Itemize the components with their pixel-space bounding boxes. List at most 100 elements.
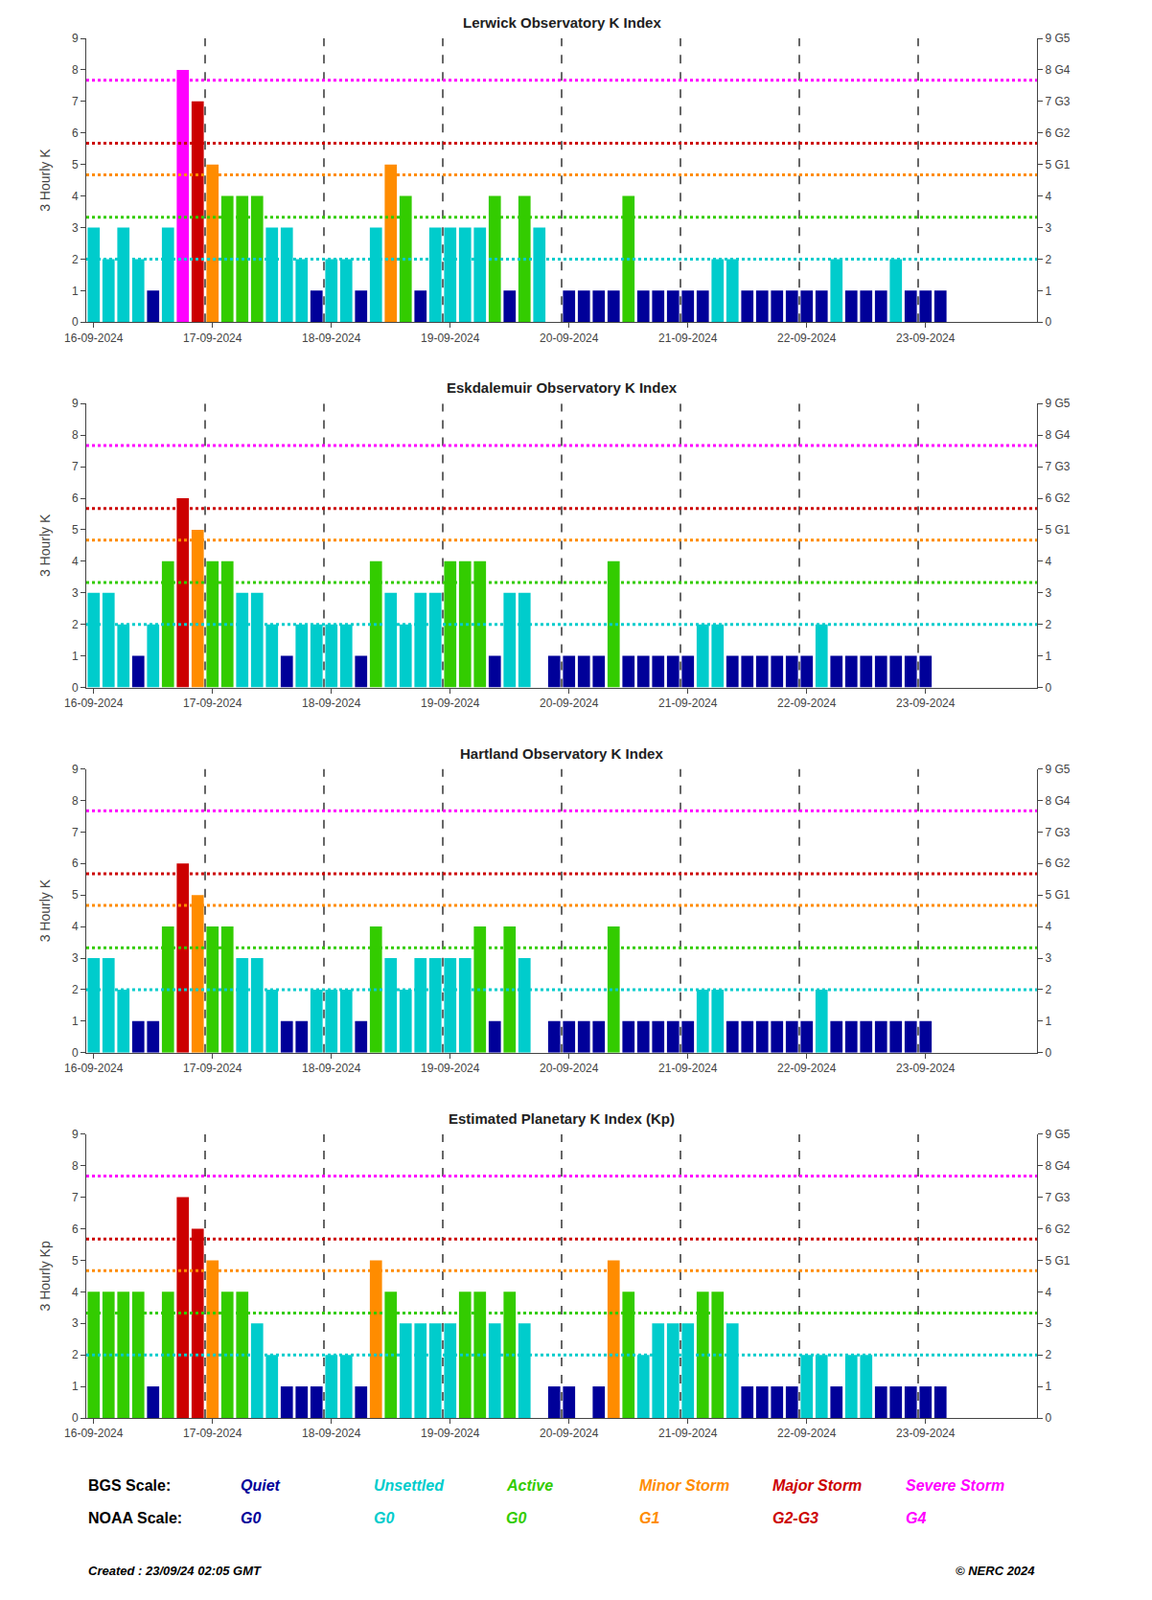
svg-text:18-09-2024: 18-09-2024 [301, 331, 362, 346]
svg-text:Unsettled: Unsettled [373, 1477, 445, 1495]
svg-text:9: 9 [71, 1128, 79, 1142]
svg-text:21-09-2024: 21-09-2024 [658, 696, 718, 711]
svg-text:3: 3 [1044, 1316, 1052, 1331]
svg-text:4: 4 [1044, 920, 1052, 934]
svg-text:1: 1 [1044, 1014, 1052, 1029]
svg-text:6 G2: 6 G2 [1044, 491, 1070, 506]
svg-text:Created : 23/09/24 02:05 GMT: Created : 23/09/24 02:05 GMT [88, 1564, 262, 1579]
svg-text:G1: G1 [639, 1510, 660, 1527]
svg-text:23-09-2024: 23-09-2024 [896, 1427, 956, 1441]
svg-text:7: 7 [71, 460, 79, 474]
svg-text:7: 7 [71, 94, 79, 109]
svg-text:2: 2 [71, 253, 79, 267]
svg-text:6: 6 [71, 491, 79, 506]
svg-text:9 G5: 9 G5 [1044, 1128, 1070, 1142]
svg-text:2: 2 [1044, 983, 1052, 997]
svg-text:1: 1 [71, 1014, 79, 1029]
svg-text:22-09-2024: 22-09-2024 [777, 1061, 837, 1076]
svg-text:7 G3: 7 G3 [1044, 94, 1070, 109]
svg-text:BGS Scale:: BGS Scale: [88, 1477, 171, 1495]
svg-text:8 G4: 8 G4 [1044, 1159, 1070, 1174]
svg-text:3 Hourly K: 3 Hourly K [37, 148, 53, 212]
svg-text:Hartland Observatory K Index: Hartland Observatory K Index [460, 745, 664, 762]
svg-text:G0: G0 [373, 1510, 394, 1527]
svg-text:1: 1 [1044, 649, 1052, 664]
svg-text:4: 4 [71, 1286, 79, 1300]
svg-text:6 G2: 6 G2 [1044, 856, 1070, 871]
svg-text:22-09-2024: 22-09-2024 [777, 331, 837, 346]
svg-text:6: 6 [71, 1222, 79, 1237]
svg-text:2: 2 [71, 618, 79, 632]
svg-text:3 Hourly K: 3 Hourly K [37, 878, 53, 943]
svg-text:20-09-2024: 20-09-2024 [539, 1061, 600, 1076]
svg-text:Quiet: Quiet [240, 1477, 281, 1495]
svg-text:5: 5 [71, 1254, 79, 1268]
svg-text:16-09-2024: 16-09-2024 [64, 331, 124, 346]
svg-text:17-09-2024: 17-09-2024 [183, 331, 243, 346]
svg-text:6: 6 [71, 856, 79, 871]
svg-text:1: 1 [1044, 1380, 1052, 1394]
svg-text:1: 1 [71, 649, 79, 664]
svg-text:Lerwick Observatory K Index: Lerwick Observatory K Index [462, 14, 662, 31]
svg-text:18-09-2024: 18-09-2024 [301, 1061, 362, 1076]
svg-text:4: 4 [1044, 554, 1052, 569]
svg-text:19-09-2024: 19-09-2024 [420, 331, 481, 346]
svg-text:22-09-2024: 22-09-2024 [777, 696, 837, 711]
svg-text:23-09-2024: 23-09-2024 [896, 696, 956, 711]
svg-text:9 G5: 9 G5 [1044, 396, 1070, 411]
svg-text:4: 4 [71, 189, 79, 204]
svg-text:5: 5 [71, 888, 79, 902]
svg-text:Active: Active [506, 1477, 553, 1495]
svg-text:6 G2: 6 G2 [1044, 1222, 1070, 1237]
svg-text:9 G5: 9 G5 [1044, 762, 1070, 777]
svg-text:16-09-2024: 16-09-2024 [64, 1061, 124, 1076]
svg-text:© NERC 2024: © NERC 2024 [955, 1564, 1036, 1579]
svg-text:18-09-2024: 18-09-2024 [301, 1427, 362, 1441]
svg-text:0: 0 [71, 681, 79, 695]
svg-text:3 Hourly K: 3 Hourly K [37, 513, 53, 577]
svg-text:3: 3 [71, 1316, 79, 1331]
svg-text:3: 3 [71, 221, 79, 235]
svg-text:1: 1 [71, 1380, 79, 1394]
svg-text:20-09-2024: 20-09-2024 [539, 1427, 600, 1441]
svg-text:7: 7 [71, 1191, 79, 1205]
svg-text:3: 3 [71, 586, 79, 600]
svg-text:1: 1 [71, 284, 79, 299]
svg-text:9: 9 [71, 762, 79, 777]
svg-text:8: 8 [71, 63, 79, 77]
svg-text:1: 1 [1044, 284, 1052, 299]
svg-text:8 G4: 8 G4 [1044, 428, 1070, 442]
svg-text:0: 0 [71, 1411, 79, 1426]
svg-text:6 G2: 6 G2 [1044, 126, 1070, 140]
svg-text:Severe Storm: Severe Storm [905, 1477, 1005, 1495]
svg-text:4: 4 [71, 554, 79, 569]
svg-text:3: 3 [1044, 586, 1052, 600]
svg-text:19-09-2024: 19-09-2024 [420, 1427, 481, 1441]
svg-text:Major Storm: Major Storm [772, 1477, 862, 1495]
svg-text:4: 4 [1044, 1286, 1052, 1300]
svg-text:G2-G3: G2-G3 [772, 1510, 819, 1527]
svg-text:3: 3 [1044, 221, 1052, 235]
svg-text:8 G4: 8 G4 [1044, 794, 1070, 808]
svg-text:4: 4 [71, 920, 79, 934]
svg-text:3: 3 [1044, 951, 1052, 966]
svg-text:19-09-2024: 19-09-2024 [420, 1061, 481, 1076]
svg-text:2: 2 [71, 983, 79, 997]
svg-text:7: 7 [71, 826, 79, 840]
svg-text:NOAA Scale:: NOAA Scale: [88, 1510, 183, 1527]
svg-text:18-09-2024: 18-09-2024 [301, 696, 362, 711]
svg-text:G4: G4 [905, 1510, 926, 1527]
svg-text:17-09-2024: 17-09-2024 [183, 696, 243, 711]
svg-text:G0: G0 [506, 1510, 527, 1527]
svg-text:5 G1: 5 G1 [1044, 158, 1070, 172]
svg-text:2: 2 [1044, 1348, 1052, 1362]
svg-text:Minor Storm: Minor Storm [639, 1477, 730, 1495]
svg-text:5 G1: 5 G1 [1044, 888, 1070, 902]
svg-text:21-09-2024: 21-09-2024 [658, 1061, 718, 1076]
svg-text:0: 0 [1044, 1411, 1052, 1426]
svg-text:2: 2 [1044, 618, 1052, 632]
svg-text:5 G1: 5 G1 [1044, 1254, 1070, 1268]
svg-text:3: 3 [71, 951, 79, 966]
svg-text:8: 8 [71, 428, 79, 442]
svg-text:Estimated Planetary K Index (K: Estimated Planetary K Index (Kp) [448, 1110, 675, 1128]
